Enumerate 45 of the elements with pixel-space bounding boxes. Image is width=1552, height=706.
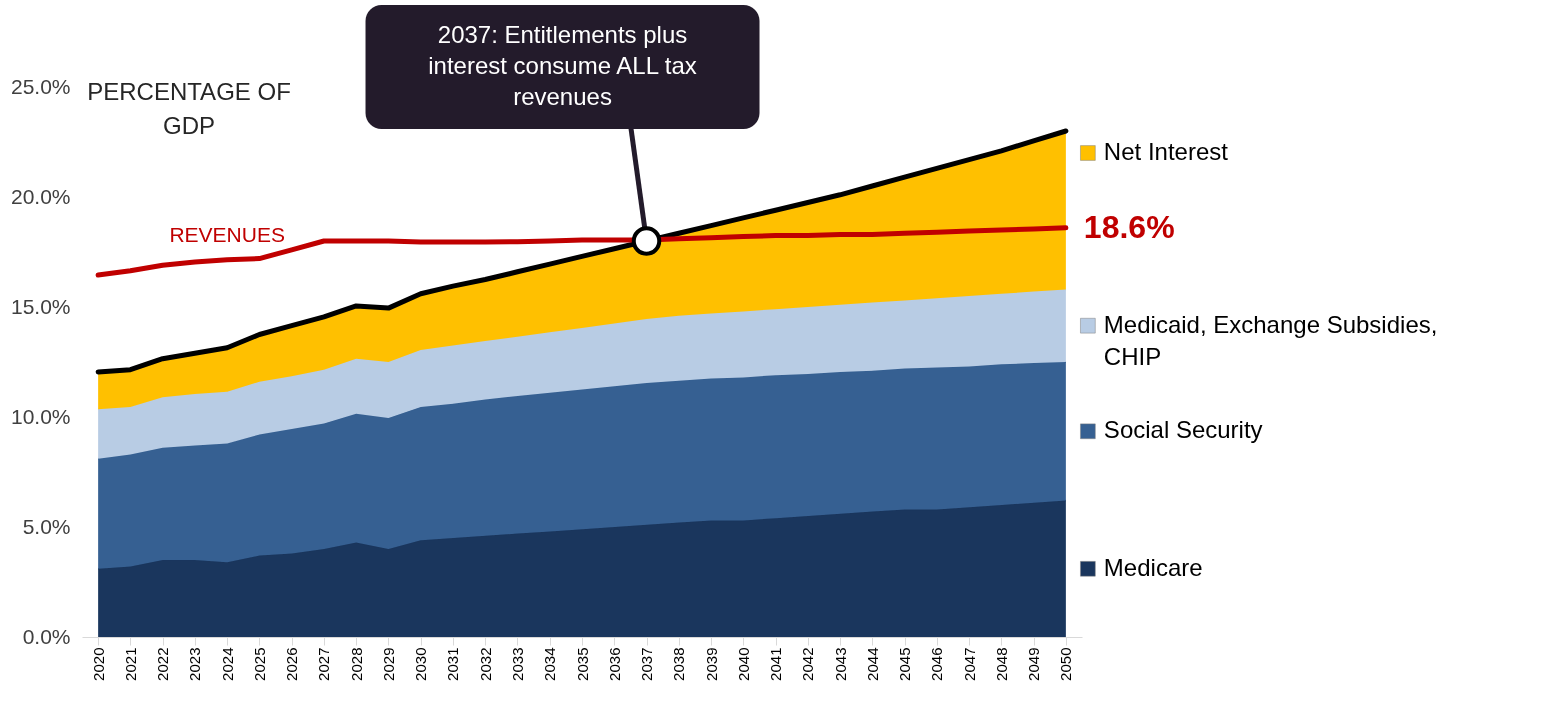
y-tick-label: 5.0% <box>22 514 71 538</box>
x-tick-label: 2042 <box>799 647 817 681</box>
x-tick-label: 2041 <box>767 647 785 681</box>
annotation: 2037: Entitlements plus interest consume ALL tax revenues <box>428 21 697 110</box>
x-tick-label: 2021 <box>121 647 139 681</box>
x-tick-label: 2024 <box>218 647 236 681</box>
x-tick-label: 2028 <box>347 647 365 681</box>
x-tick-label: 2031 <box>444 647 462 681</box>
x-tick-label: 2032 <box>476 647 494 681</box>
y-tick-label: 0.0% <box>22 624 71 648</box>
x-tick-label: 2043 <box>831 647 849 681</box>
x-tick-label: 2040 <box>734 647 752 681</box>
legend-label: Medicare <box>1103 553 1203 581</box>
y-tick-label: 10.0% <box>10 404 71 428</box>
x-tick-label: 2025 <box>250 647 268 681</box>
x-tick-label: 2020 <box>89 647 107 681</box>
y-tick-label: 20.0% <box>10 184 71 208</box>
x-tick-label: 2047 <box>960 647 978 681</box>
x-tick-label: 2035 <box>573 647 591 681</box>
y-axis-title: PERCENTAGE OF GDP <box>87 78 291 139</box>
x-tick-label: 2023 <box>186 647 204 681</box>
y-tick-label: 15.0% <box>10 294 71 318</box>
series-label: REVENUES <box>169 222 285 246</box>
x-tick-label: 2039 <box>702 647 720 681</box>
x-tick-label: 2027 <box>315 647 333 681</box>
x-tick-label: 2050 <box>1057 647 1075 681</box>
x-tick-label: 2022 <box>154 647 172 681</box>
y-tick-label: 25.0% <box>10 74 71 98</box>
x-tick-label: 2037 <box>638 647 656 681</box>
annotation: 18.6% <box>1083 208 1175 245</box>
x-tick-label: 2038 <box>670 647 688 681</box>
legend-label: Net Interest <box>1103 138 1229 165</box>
x-tick-label: 2049 <box>1025 647 1043 681</box>
x-tick-label: 2026 <box>283 647 301 681</box>
x-tick-label: 2029 <box>379 647 397 681</box>
legend-label: Social Security <box>1103 416 1263 444</box>
x-tick-label: 2045 <box>896 647 914 681</box>
x-tick-label: 2033 <box>508 647 526 681</box>
x-tick-label: 2030 <box>412 647 430 681</box>
x-tick-label: 2044 <box>863 647 881 681</box>
x-tick-label: 2046 <box>928 647 946 681</box>
x-tick-label: 2034 <box>541 647 559 681</box>
x-tick-label: 2048 <box>992 647 1010 681</box>
legend-label: Medicaid, Exchange Subsidies, CHIP <box>1103 310 1438 370</box>
x-tick-label: 2036 <box>605 647 623 681</box>
